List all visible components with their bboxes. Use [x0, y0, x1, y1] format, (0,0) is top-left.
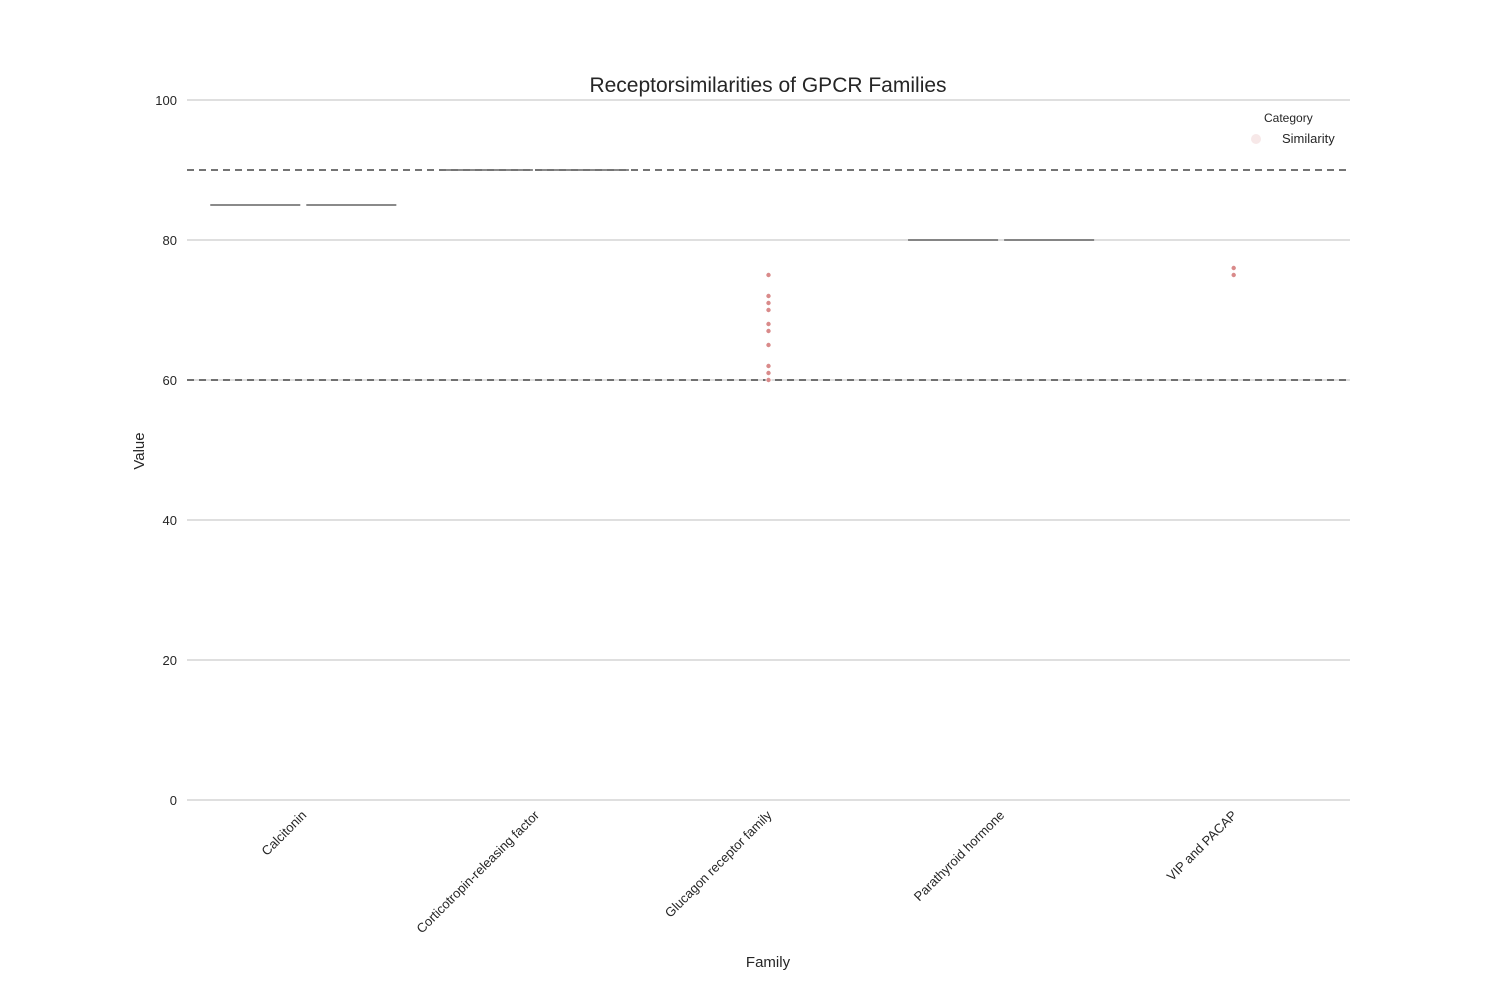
data-point [765, 320, 772, 327]
legend-title: Category [1264, 111, 1313, 125]
x-tick-label: VIP and PACAP [1164, 808, 1240, 884]
x-tick-label: Glucagon receptor family [662, 807, 775, 920]
data-point [765, 327, 772, 334]
legend-label: Similarity [1282, 131, 1335, 146]
data-point [765, 341, 772, 348]
y-tick-label: 100 [155, 93, 177, 108]
y-tick-label: 40 [163, 513, 177, 528]
y-tick-label: 80 [163, 233, 177, 248]
data-point [765, 362, 772, 369]
chart-title: Receptorsimilarities of GPCR Families [589, 74, 946, 97]
data-point [765, 292, 772, 299]
data-point [765, 306, 772, 313]
data-point [765, 299, 772, 306]
data-point [765, 369, 772, 376]
x-axis-label: Family [746, 954, 791, 971]
data-point [765, 376, 772, 383]
data-point [1230, 271, 1237, 278]
data-point [765, 271, 772, 278]
y-tick-label: 0 [170, 793, 177, 808]
x-tick-label: Corticotropin-releasing factor [413, 807, 542, 936]
legend-marker [1251, 134, 1261, 144]
data-point [1230, 264, 1237, 271]
y-tick-label: 60 [163, 373, 177, 388]
y-axis-label: Value [131, 432, 148, 469]
y-tick-label: 20 [163, 653, 177, 668]
x-tick-label: Calcitonin [258, 808, 309, 859]
x-tick-label: Parathyroid hormone [911, 808, 1007, 904]
